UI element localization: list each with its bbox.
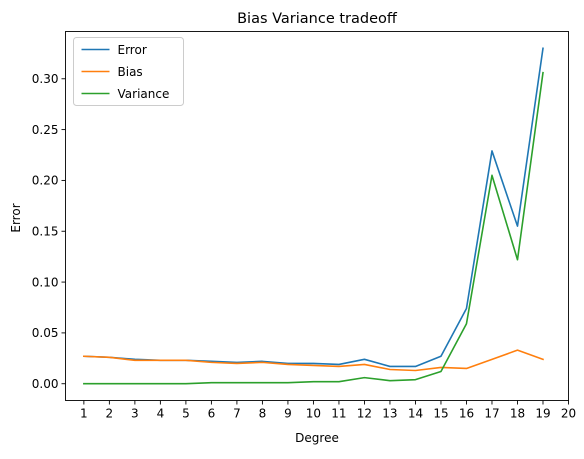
- x-tick-label: 2: [106, 407, 114, 421]
- x-tick-label: 5: [182, 407, 190, 421]
- y-tick-label: 0.05: [32, 326, 59, 340]
- legend-box: [73, 37, 184, 106]
- x-tick-label: 16: [459, 407, 474, 421]
- x-tick-label: 20: [561, 407, 576, 421]
- y-tick-label: 0.15: [32, 225, 59, 239]
- legend: Error Bias Variance: [73, 37, 184, 106]
- legend-label-variance: Variance: [118, 87, 170, 101]
- x-tick-label: 3: [131, 407, 139, 421]
- x-tick-label: 8: [259, 407, 267, 421]
- x-tick-label: 13: [382, 407, 397, 421]
- x-tick-label: 18: [510, 407, 525, 421]
- x-tick-label: 4: [157, 407, 165, 421]
- x-tick-label: 12: [357, 407, 372, 421]
- y-tick-label: 0.00: [32, 377, 59, 391]
- plot-frame: [65, 31, 569, 401]
- x-tick-label: 11: [331, 407, 346, 421]
- series-line-variance: [83, 71, 544, 385]
- x-tick-label: 9: [284, 407, 292, 421]
- x-axis-label: Degree: [295, 431, 339, 445]
- chart-title: Bias Variance tradeoff: [237, 11, 398, 27]
- series-layer: [83, 47, 545, 385]
- x-tick-label: 17: [484, 407, 499, 421]
- x-tick-label: 10: [306, 407, 321, 421]
- y-axis-label: Error: [9, 203, 23, 232]
- y-tick-label: 0.20: [32, 174, 59, 188]
- legend-label-bias: Bias: [118, 65, 143, 79]
- legend-label-error: Error: [118, 43, 147, 57]
- x-tick-label: 15: [433, 407, 448, 421]
- x-tick-label: 1: [80, 407, 88, 421]
- x-tick-label: 7: [233, 407, 241, 421]
- x-tick-label: 6: [208, 407, 216, 421]
- y-tick-label: 0.10: [32, 275, 59, 289]
- series-line-bias: [83, 349, 545, 372]
- y-tick-label: 0.30: [32, 72, 59, 86]
- ticks-layer: 1 2 3 4 5 6 7 8 9 10 11 12 13 14 15 16 17 18 19 200.000.050…: [32, 72, 576, 420]
- x-tick-label: 14: [408, 407, 423, 421]
- y-tick-label: 0.25: [32, 123, 59, 137]
- x-tick-label: 19: [535, 407, 550, 421]
